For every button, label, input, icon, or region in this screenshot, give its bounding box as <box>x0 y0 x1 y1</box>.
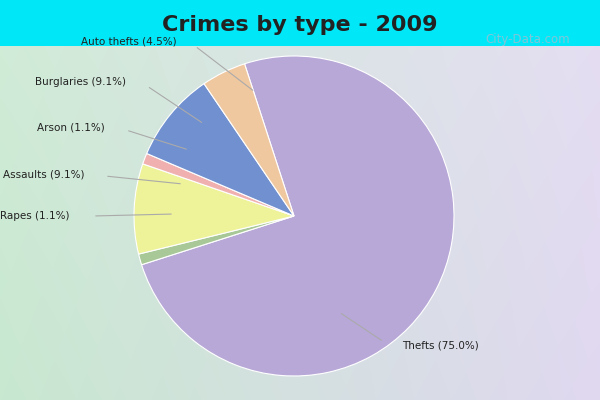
Wedge shape <box>142 56 454 376</box>
Wedge shape <box>143 154 294 216</box>
Text: Auto thefts (4.5%): Auto thefts (4.5%) <box>82 37 177 47</box>
Text: Crimes by type - 2009: Crimes by type - 2009 <box>162 15 438 35</box>
Wedge shape <box>134 164 294 254</box>
Text: Thefts (75.0%): Thefts (75.0%) <box>402 341 479 351</box>
Wedge shape <box>147 84 294 216</box>
Wedge shape <box>204 64 294 216</box>
Wedge shape <box>139 216 294 265</box>
Text: City-Data.com: City-Data.com <box>485 34 570 46</box>
Text: Assaults (9.1%): Assaults (9.1%) <box>2 169 84 179</box>
Text: Burglaries (9.1%): Burglaries (9.1%) <box>35 77 126 87</box>
Text: Arson (1.1%): Arson (1.1%) <box>37 123 105 133</box>
Text: Rapes (1.1%): Rapes (1.1%) <box>0 211 69 221</box>
